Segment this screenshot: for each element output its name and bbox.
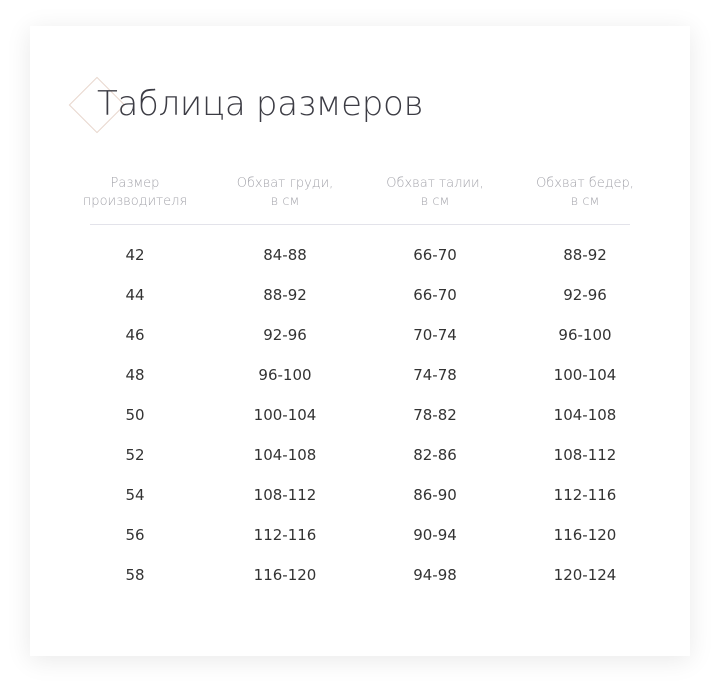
column-header: Размер производителя — [60, 175, 210, 211]
table-cell: 116-120 — [253, 566, 317, 584]
table-cell: 120-124 — [553, 566, 617, 584]
column-header-text: в см — [270, 194, 300, 209]
table-cell: 74-78 — [413, 366, 457, 384]
column-header-text: Обхват груди, — [236, 176, 334, 191]
table-cell: 84-88 — [263, 246, 307, 264]
table-cell: 108-112 — [553, 446, 617, 464]
table-cell: 48 — [125, 366, 145, 384]
table-cell: 92-96 — [263, 326, 307, 344]
table-cell: 82-86 — [413, 446, 457, 464]
table-cell: 66-70 — [413, 246, 457, 264]
header-divider — [90, 224, 630, 225]
table-cell: 50 — [125, 406, 145, 424]
page-title: Таблица размеров — [97, 84, 424, 124]
table-cell: 104-108 — [253, 446, 317, 464]
column-header-text: Обхват бедер, — [536, 176, 634, 191]
table-cell: 112-116 — [253, 526, 317, 544]
table-cell: 88-92 — [263, 286, 307, 304]
table-cell: 90-94 — [413, 526, 457, 544]
table-cell: 70-74 — [413, 326, 457, 344]
table-cell: 108-112 — [253, 486, 317, 504]
table-cell: 100-104 — [553, 366, 617, 384]
table-cell: 116-120 — [553, 526, 617, 544]
table-cell: 96-100 — [558, 326, 612, 344]
table-cell: 44 — [125, 286, 145, 304]
table-cell: 86-90 — [413, 486, 457, 504]
column-header: Обхват груди, в см — [210, 175, 360, 211]
table-cell: 58 — [125, 566, 145, 584]
table-cell: 92-96 — [563, 286, 607, 304]
table-cell: 66-70 — [413, 286, 457, 304]
size-chart-card — [30, 26, 690, 656]
column-header: Обхват талии, в см — [360, 175, 510, 211]
column-header-text: в см — [420, 194, 450, 209]
table-cell: 54 — [125, 486, 145, 504]
table-cell: 56 — [125, 526, 145, 544]
table-cell: 88-92 — [563, 246, 607, 264]
column-header-text: Размер — [110, 176, 160, 191]
column-header-text: Обхват талии, — [386, 176, 484, 191]
table-cell: 46 — [125, 326, 145, 344]
column-header-text: в см — [570, 194, 600, 209]
column-header: Обхват бедер, в см — [510, 175, 660, 211]
table-cell: 52 — [125, 446, 145, 464]
table-cell: 94-98 — [413, 566, 457, 584]
column-header-text: производителя — [82, 194, 188, 209]
table-cell: 104-108 — [553, 406, 617, 424]
table-cell: 78-82 — [413, 406, 457, 424]
table-cell: 112-116 — [553, 486, 617, 504]
table-cell: 42 — [125, 246, 145, 264]
table-cell: 96-100 — [258, 366, 312, 384]
table-cell: 100-104 — [253, 406, 317, 424]
